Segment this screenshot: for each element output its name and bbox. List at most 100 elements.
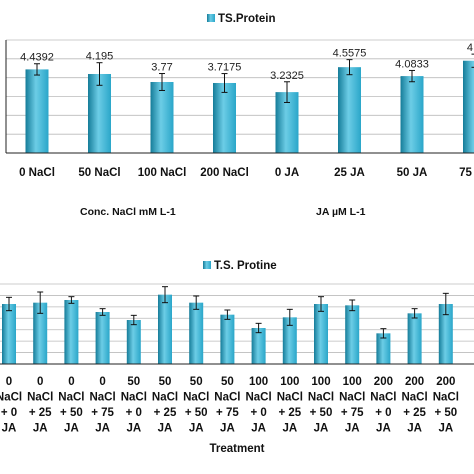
x-tick-label: JA — [314, 423, 329, 435]
x-tick-label: NaCl — [152, 392, 178, 404]
x-tick-label: JA — [345, 423, 360, 435]
x-tick-label: NaCl — [308, 392, 334, 404]
bar — [64, 300, 79, 364]
data-label: 4.9 — [467, 42, 474, 54]
x-tick-label: 200 — [405, 376, 424, 388]
x-tick-label: 0 — [68, 376, 74, 388]
x-tick-label: + 25 — [29, 407, 52, 419]
x-tick-label: JA — [220, 423, 235, 435]
bar — [95, 312, 110, 364]
bar — [2, 304, 16, 364]
x-tick-label: + 0 — [126, 407, 142, 419]
bottom-legend-label: T.S. Protine — [214, 260, 277, 272]
ja-caption: JA µM L-1 — [316, 206, 366, 218]
x-tick-label: + 75 — [91, 407, 114, 419]
x-tick-label: JA — [376, 423, 391, 435]
x-tick-label: NaCl — [183, 392, 209, 404]
x-tick-label: 0 NaCl — [19, 167, 55, 179]
top-bars: 4.4392 4.195 3.77 3.7175 3.2325 4.5575 4.0833 4… — [20, 42, 474, 153]
x-tick-label: 50 NaCl — [78, 167, 120, 179]
bar — [189, 302, 204, 364]
bar — [213, 82, 236, 153]
bar — [150, 81, 174, 153]
x-tick-label: 50 JA — [397, 167, 428, 179]
bottom-x-tick-labels: 0 NaCl + 0 JA 0 NaCl + 25 JA 0 NaCl + 50 JA 0 NaCl + 7… — [0, 376, 459, 435]
x-tick-label: NaCl — [401, 392, 427, 404]
bottom-legend-swatch — [203, 261, 211, 269]
x-tick-label: 100 — [311, 376, 330, 388]
x-tick-label: + 25 — [154, 407, 177, 419]
x-tick-label: + 75 — [341, 407, 364, 419]
x-tick-label: 100 NaCl — [138, 167, 187, 179]
x-tick-label: + 50 — [434, 407, 457, 419]
x-tick-label: NaCl — [0, 392, 22, 404]
x-tick-label: 50 — [159, 376, 172, 388]
data-label: 4.195 — [86, 51, 114, 63]
bar — [438, 304, 453, 364]
top-legend-swatch — [207, 14, 215, 22]
bar — [400, 76, 424, 153]
bar — [275, 92, 299, 153]
top-legend: TS.Protein — [207, 13, 276, 25]
x-tick-label: NaCl — [245, 392, 271, 404]
x-tick-label: 75 JA — [459, 167, 474, 179]
x-tick-label: JA — [33, 423, 48, 435]
x-tick-label: + 0 — [375, 407, 391, 419]
x-tick-label: 0 — [6, 376, 12, 388]
bar — [338, 67, 361, 153]
bar — [345, 305, 360, 364]
top-x-tick-labels: 0 NaCl 50 NaCl 100 NaCl 200 NaCl 0 JA 25 JA 50… — [19, 167, 474, 179]
x-tick-label: NaCl — [121, 392, 147, 404]
x-tick-label: JA — [64, 423, 79, 435]
x-tick-label: 25 JA — [334, 167, 365, 179]
x-tick-label: NaCl — [58, 392, 84, 404]
data-label: 3.7175 — [208, 62, 242, 74]
x-tick-label: JA — [95, 423, 110, 435]
bottom-chart: T.S. Protine 0 NaCl + 0 JA 0 NaCl + 25 JA 0 NaCl +… — [0, 260, 474, 455]
bar — [463, 60, 474, 153]
x-tick-label: 50 — [190, 376, 203, 388]
x-tick-label: JA — [189, 423, 204, 435]
data-label: 3.77 — [151, 62, 172, 74]
top-legend-label: TS.Protein — [218, 13, 276, 25]
nacl-caption: Conc. NaCl mM L-1 — [80, 206, 176, 218]
x-tick-label: 0 — [37, 376, 43, 388]
x-tick-label: NaCl — [89, 392, 115, 404]
x-tick-label: NaCl — [370, 392, 396, 404]
bar — [88, 73, 111, 153]
bottom-legend: T.S. Protine — [203, 260, 277, 272]
x-tick-label: 50 — [221, 376, 234, 388]
x-tick-label: 200 — [436, 376, 455, 388]
x-tick-label: NaCl — [27, 392, 53, 404]
x-tick-label: JA — [126, 423, 141, 435]
x-tick-label: JA — [282, 423, 297, 435]
x-tick-label: 100 — [249, 376, 268, 388]
x-tick-label: NaCl — [433, 392, 459, 404]
bar — [126, 320, 141, 364]
bar — [33, 302, 48, 364]
data-label: 4.5575 — [333, 48, 367, 60]
bar — [251, 328, 266, 364]
x-tick-label: NaCl — [277, 392, 303, 404]
x-tick-label: 200 — [374, 376, 393, 388]
data-label: 4.4392 — [20, 52, 54, 64]
x-tick-label: 200 NaCl — [200, 167, 249, 179]
bottom-x-axis-title: Treatment — [210, 443, 265, 455]
x-tick-label: JA — [407, 423, 422, 435]
x-tick-label: JA — [158, 423, 173, 435]
bar — [376, 333, 391, 364]
bar — [220, 314, 235, 364]
bar — [282, 317, 297, 364]
x-tick-label: + 75 — [216, 407, 239, 419]
x-tick-label: NaCl — [339, 392, 365, 404]
top-chart: TS.Protein 4.4392 4.195 3.77 3.7175 3.2325 4.… — [5, 13, 474, 218]
x-tick-label: 0 — [99, 376, 105, 388]
x-tick-label: + 0 — [1, 407, 17, 419]
bar — [314, 304, 328, 364]
x-tick-label: NaCl — [214, 392, 240, 404]
x-tick-label: 100 — [343, 376, 362, 388]
x-tick-label: + 25 — [403, 407, 426, 419]
data-label: 3.2325 — [270, 70, 304, 82]
bar — [407, 313, 422, 364]
